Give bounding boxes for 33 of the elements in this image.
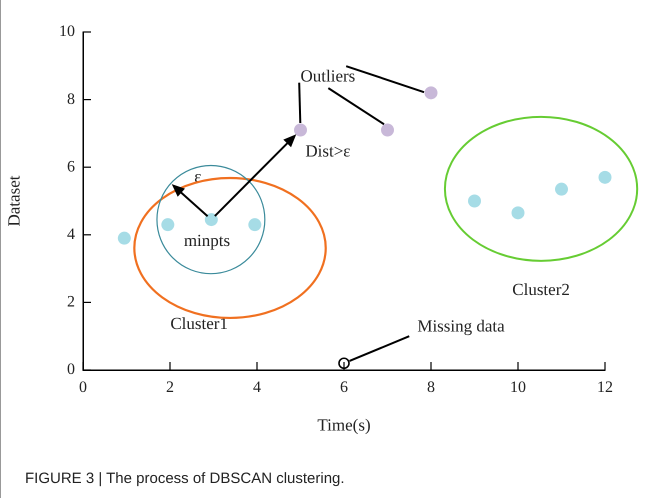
- point: [424, 86, 438, 100]
- x-tick-label: 0: [79, 378, 87, 396]
- annotation: Outliers: [300, 66, 356, 86]
- caption: FIGURE 3 | The process of DBSCAN clustering.: [25, 470, 345, 487]
- x-tick-label: 8: [427, 378, 435, 396]
- y-tick-label: 6: [67, 158, 75, 176]
- annotation: minpts: [184, 231, 230, 250]
- y-tick-label: 0: [67, 361, 75, 378]
- x-tick-label: 6: [340, 378, 348, 396]
- point: [294, 124, 307, 137]
- y-tick-label: 4: [67, 226, 75, 244]
- point: [248, 218, 262, 232]
- point: [512, 206, 524, 220]
- point: [468, 194, 481, 208]
- y-axis-title: Dataset: [4, 175, 24, 226]
- x-tick-label: 12: [597, 378, 613, 396]
- annotation: Missing data: [417, 316, 506, 336]
- x-tick-label: 2: [166, 378, 174, 396]
- point: [598, 170, 612, 184]
- annotation: Cluster2: [512, 280, 570, 300]
- annotation: Cluster1: [170, 314, 228, 333]
- point: [161, 218, 174, 232]
- x-axis-title: Time(s): [317, 415, 371, 434]
- x-tick-label: 4: [253, 378, 261, 396]
- point: [381, 124, 394, 137]
- annotation: Dist>ε: [305, 141, 350, 160]
- point: [555, 182, 568, 196]
- y-tick-label: 8: [67, 90, 75, 108]
- point: [338, 357, 350, 370]
- point: [118, 232, 131, 245]
- y-tick-label: 10: [59, 23, 75, 40]
- y-tick-label: 2: [67, 294, 75, 311]
- x-tick-label: 10: [510, 378, 526, 396]
